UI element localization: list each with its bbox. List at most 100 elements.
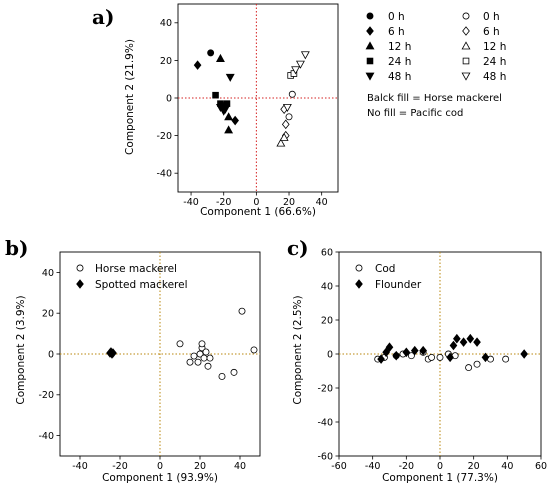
point-a-s2-1 — [224, 112, 234, 121]
point-a-s2-0 — [215, 53, 225, 62]
point-a-s9-2 — [300, 51, 310, 60]
point-c-s0-14 — [502, 355, 510, 363]
axis-label-y-c: Component 2 (2.5%) — [292, 295, 304, 404]
legend-label-c-0: Cod — [375, 263, 395, 275]
point-a-s4-3 — [220, 105, 230, 114]
x-tick-label-c: -60 — [331, 461, 347, 472]
point-b-s0-11 — [218, 372, 226, 380]
point-c-s1-1 — [382, 347, 390, 358]
legend-symbol-a-5 — [462, 12, 470, 20]
point-b-s0-8 — [202, 348, 210, 356]
axis-label-y-b: Component 2 (3.9%) — [15, 295, 27, 404]
legend-label-b-0: Horse mackerel — [95, 263, 177, 275]
legend-c: Cod Flounder — [355, 263, 422, 291]
legend-label-a-3: 24 h — [388, 56, 411, 68]
x-axis-label-c: Component 1 (77.3%) — [382, 472, 498, 484]
point-b-s1-3 — [109, 348, 117, 358]
point-a-s4-0 — [225, 73, 235, 82]
point-c-s1-2 — [385, 342, 394, 352]
legend-note-1: Balck fill = Horse mackerel — [367, 93, 502, 104]
point-a-s3-0 — [212, 91, 219, 99]
x-axis-label-b: Component 1 (93.9%) — [102, 472, 218, 484]
x-tick-label-c: -40 — [365, 461, 381, 472]
point-c-s1-7 — [446, 352, 454, 363]
y-tick-label-c: 0 — [327, 349, 333, 360]
point-c-s1-0 — [377, 354, 385, 364]
point-a-s5-1 — [288, 90, 296, 98]
point-b-s0-12 — [230, 368, 238, 376]
point-c-s1-14 — [520, 349, 528, 359]
legend-symbol-a-2 — [365, 41, 375, 50]
panel-a: a) -40 -20 0 20 40 -40 -20 0 20 40 Component 1 (6… — [92, 3, 506, 218]
y-axis-label-b: Component 2 (3.9%) — [15, 295, 27, 404]
y-tick-label-b: 20 — [42, 309, 54, 320]
y-tick-label-b: -20 — [38, 390, 54, 401]
point-b-s0-2 — [190, 352, 198, 360]
legend-symbol-a-7 — [461, 41, 471, 50]
point-b-s0-3 — [194, 358, 202, 366]
point-c-s0-11 — [465, 364, 473, 372]
y-tick-label-c: -40 — [317, 417, 333, 428]
y-tick-label-c: 60 — [321, 247, 333, 258]
legend-b: Horse mackerel Spotted mackerel — [76, 263, 188, 291]
point-c-s1-11 — [466, 333, 475, 344]
legend-label-b-1: Spotted mackerel — [95, 279, 188, 291]
plot-area-a: -40 -20 0 20 40 -40 -20 0 20 40 — [156, 3, 339, 208]
x-tick-label-b: -40 — [72, 461, 88, 472]
panel-c: c) -60 -40 -20 0 20 40 60 -60 -40 -20 0 20 40 60 Comp… — [287, 236, 547, 484]
point-a-s9-0 — [291, 66, 301, 75]
point-c-s1-3 — [392, 350, 401, 361]
point-b-s0-7 — [200, 354, 208, 362]
point-c-s1-4 — [402, 347, 411, 358]
point-c-s0-7 — [428, 353, 436, 361]
legend-note-2: No fill = Pacific cod — [367, 108, 463, 119]
x-axis-label-a: Component 1 (66.6%) — [200, 206, 316, 218]
legend-symbol-a-3 — [366, 57, 374, 65]
x-tick-label-c: 40 — [501, 461, 513, 472]
point-c-s0-4 — [407, 352, 415, 360]
point-b-s0-13 — [238, 307, 246, 315]
point-b-s0-9 — [204, 362, 212, 370]
legend-symbol-c-1 — [355, 279, 363, 289]
point-a-s7-0 — [276, 138, 286, 147]
y-tick-label-a: 20 — [160, 56, 172, 67]
point-a-s0-0 — [207, 49, 215, 57]
x-tick-label-c: -20 — [399, 461, 415, 472]
point-a-s7-1 — [279, 132, 289, 141]
legend-symbol-b-0 — [76, 264, 84, 272]
point-a-s2-2 — [224, 125, 234, 134]
x-tick-label-a: 20 — [283, 197, 295, 208]
y-tick-label-c: 40 — [321, 281, 333, 292]
panel-label-a: a) — [92, 5, 114, 29]
legend-label-a-2: 12 h — [388, 41, 411, 53]
y-tick-label-b: -40 — [38, 431, 54, 442]
x-tick-label-b: 20 — [194, 461, 206, 472]
point-c-s1-5 — [410, 345, 419, 356]
x-tick-label-c: 0 — [437, 461, 443, 472]
point-b-s0-1 — [186, 358, 194, 366]
y-tick-label-a: -20 — [156, 131, 172, 142]
legend-label-a-7: 12 h — [483, 41, 506, 53]
legend-symbol-a-4 — [365, 72, 375, 81]
legend-symbol-a-6 — [462, 26, 470, 36]
x-tick-label-a: 0 — [253, 197, 259, 208]
y-axis-label-c: Component 2 (2.5%) — [292, 295, 304, 404]
axes-frame-a — [177, 3, 339, 193]
legend-label-a-6: 6 h — [483, 26, 500, 38]
plot-area-b: -40 -20 0 20 40 -40 -20 0 20 40 — [38, 251, 261, 472]
legend-symbol-c-0 — [355, 264, 363, 272]
legend-symbol-a-0 — [366, 12, 374, 20]
legend-label-a-9: 48 h — [483, 71, 506, 83]
point-b-s0-10 — [206, 354, 214, 362]
legend-label-a-4: 48 h — [388, 71, 411, 83]
x-tick-label-a: -40 — [183, 197, 199, 208]
x-tick-label-b: 40 — [234, 461, 246, 472]
y-axis-label-a: Component 2 (21.9%) — [124, 39, 136, 155]
point-b-s0-0 — [176, 340, 184, 348]
y-tick-label-b: 0 — [48, 349, 54, 360]
panel-b: b) -40 -20 0 20 40 -40 -20 0 20 40 Component 1 (9… — [5, 236, 261, 484]
point-c-s0-12 — [473, 360, 481, 368]
legend-label-a-5: 0 h — [483, 11, 500, 23]
point-b-s0-4 — [196, 350, 204, 358]
legend-symbol-a-1 — [366, 26, 374, 36]
